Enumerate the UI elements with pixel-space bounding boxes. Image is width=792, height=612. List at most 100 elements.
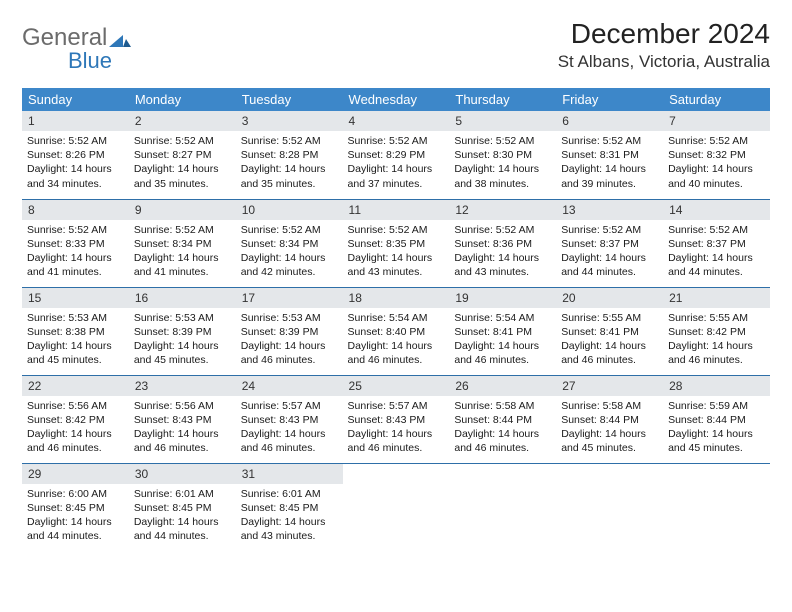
day-details: Sunrise: 5:52 AMSunset: 8:30 PMDaylight:… (449, 131, 556, 195)
day-details: Sunrise: 5:57 AMSunset: 8:43 PMDaylight:… (343, 396, 450, 460)
day-details: Sunrise: 5:52 AMSunset: 8:34 PMDaylight:… (129, 220, 236, 284)
calendar-cell: 29Sunrise: 6:00 AMSunset: 8:45 PMDayligh… (22, 463, 129, 551)
calendar-row: 15Sunrise: 5:53 AMSunset: 8:38 PMDayligh… (22, 287, 770, 375)
day-details: Sunrise: 5:58 AMSunset: 8:44 PMDaylight:… (449, 396, 556, 460)
calendar-cell: 9Sunrise: 5:52 AMSunset: 8:34 PMDaylight… (129, 199, 236, 287)
calendar-cell: 6Sunrise: 5:52 AMSunset: 8:31 PMDaylight… (556, 111, 663, 199)
day-number: 24 (236, 376, 343, 396)
day-details: Sunrise: 5:52 AMSunset: 8:36 PMDaylight:… (449, 220, 556, 284)
day-details: Sunrise: 5:52 AMSunset: 8:28 PMDaylight:… (236, 131, 343, 195)
day-details: Sunrise: 5:52 AMSunset: 8:37 PMDaylight:… (663, 220, 770, 284)
calendar-row: 22Sunrise: 5:56 AMSunset: 8:42 PMDayligh… (22, 375, 770, 463)
day-number: 30 (129, 464, 236, 484)
calendar-row: 8Sunrise: 5:52 AMSunset: 8:33 PMDaylight… (22, 199, 770, 287)
day-number: 13 (556, 200, 663, 220)
logo: GeneralBlue (22, 24, 133, 74)
weekday-header: Wednesday (343, 88, 450, 111)
weekday-header: Friday (556, 88, 663, 111)
calendar-cell: 10Sunrise: 5:52 AMSunset: 8:34 PMDayligh… (236, 199, 343, 287)
calendar-header-row: SundayMondayTuesdayWednesdayThursdayFrid… (22, 88, 770, 111)
day-details: Sunrise: 5:54 AMSunset: 8:40 PMDaylight:… (343, 308, 450, 372)
day-details: Sunrise: 6:00 AMSunset: 8:45 PMDaylight:… (22, 484, 129, 548)
calendar-cell (663, 463, 770, 551)
calendar-cell (343, 463, 450, 551)
day-details: Sunrise: 5:52 AMSunset: 8:31 PMDaylight:… (556, 131, 663, 195)
logo-mark-icon (109, 31, 133, 49)
day-number: 29 (22, 464, 129, 484)
day-details: Sunrise: 5:53 AMSunset: 8:39 PMDaylight:… (129, 308, 236, 372)
day-details: Sunrise: 5:56 AMSunset: 8:42 PMDaylight:… (22, 396, 129, 460)
day-details: Sunrise: 5:54 AMSunset: 8:41 PMDaylight:… (449, 308, 556, 372)
calendar-cell: 5Sunrise: 5:52 AMSunset: 8:30 PMDaylight… (449, 111, 556, 199)
day-number: 7 (663, 111, 770, 131)
calendar-row: 29Sunrise: 6:00 AMSunset: 8:45 PMDayligh… (22, 463, 770, 551)
calendar-table: SundayMondayTuesdayWednesdayThursdayFrid… (22, 88, 770, 551)
weekday-header: Sunday (22, 88, 129, 111)
calendar-cell: 22Sunrise: 5:56 AMSunset: 8:42 PMDayligh… (22, 375, 129, 463)
day-number: 26 (449, 376, 556, 396)
calendar-cell: 31Sunrise: 6:01 AMSunset: 8:45 PMDayligh… (236, 463, 343, 551)
day-number: 15 (22, 288, 129, 308)
calendar-cell: 24Sunrise: 5:57 AMSunset: 8:43 PMDayligh… (236, 375, 343, 463)
calendar-cell: 26Sunrise: 5:58 AMSunset: 8:44 PMDayligh… (449, 375, 556, 463)
day-details: Sunrise: 6:01 AMSunset: 8:45 PMDaylight:… (236, 484, 343, 548)
calendar-cell: 12Sunrise: 5:52 AMSunset: 8:36 PMDayligh… (449, 199, 556, 287)
day-number: 4 (343, 111, 450, 131)
calendar-cell: 20Sunrise: 5:55 AMSunset: 8:41 PMDayligh… (556, 287, 663, 375)
calendar-cell: 21Sunrise: 5:55 AMSunset: 8:42 PMDayligh… (663, 287, 770, 375)
calendar-cell: 17Sunrise: 5:53 AMSunset: 8:39 PMDayligh… (236, 287, 343, 375)
day-details: Sunrise: 5:52 AMSunset: 8:32 PMDaylight:… (663, 131, 770, 195)
calendar-cell: 28Sunrise: 5:59 AMSunset: 8:44 PMDayligh… (663, 375, 770, 463)
calendar-cell: 11Sunrise: 5:52 AMSunset: 8:35 PMDayligh… (343, 199, 450, 287)
day-details: Sunrise: 5:53 AMSunset: 8:39 PMDaylight:… (236, 308, 343, 372)
calendar-cell: 25Sunrise: 5:57 AMSunset: 8:43 PMDayligh… (343, 375, 450, 463)
day-number: 22 (22, 376, 129, 396)
calendar-cell: 14Sunrise: 5:52 AMSunset: 8:37 PMDayligh… (663, 199, 770, 287)
calendar-cell: 7Sunrise: 5:52 AMSunset: 8:32 PMDaylight… (663, 111, 770, 199)
calendar-cell: 19Sunrise: 5:54 AMSunset: 8:41 PMDayligh… (449, 287, 556, 375)
day-number: 19 (449, 288, 556, 308)
day-number: 2 (129, 111, 236, 131)
day-details: Sunrise: 5:52 AMSunset: 8:37 PMDaylight:… (556, 220, 663, 284)
day-number: 11 (343, 200, 450, 220)
weekday-header: Thursday (449, 88, 556, 111)
day-number: 27 (556, 376, 663, 396)
day-number: 3 (236, 111, 343, 131)
day-details: Sunrise: 5:57 AMSunset: 8:43 PMDaylight:… (236, 396, 343, 460)
calendar-cell: 15Sunrise: 5:53 AMSunset: 8:38 PMDayligh… (22, 287, 129, 375)
calendar-cell: 23Sunrise: 5:56 AMSunset: 8:43 PMDayligh… (129, 375, 236, 463)
calendar-cell: 27Sunrise: 5:58 AMSunset: 8:44 PMDayligh… (556, 375, 663, 463)
weekday-header: Tuesday (236, 88, 343, 111)
month-title: December 2024 (558, 18, 770, 50)
day-details: Sunrise: 5:52 AMSunset: 8:33 PMDaylight:… (22, 220, 129, 284)
day-number: 18 (343, 288, 450, 308)
day-number: 5 (449, 111, 556, 131)
day-number: 25 (343, 376, 450, 396)
day-number: 14 (663, 200, 770, 220)
day-number: 9 (129, 200, 236, 220)
calendar-cell: 3Sunrise: 5:52 AMSunset: 8:28 PMDaylight… (236, 111, 343, 199)
day-number: 23 (129, 376, 236, 396)
day-details: Sunrise: 6:01 AMSunset: 8:45 PMDaylight:… (129, 484, 236, 548)
day-details: Sunrise: 5:58 AMSunset: 8:44 PMDaylight:… (556, 396, 663, 460)
day-number: 21 (663, 288, 770, 308)
day-details: Sunrise: 5:55 AMSunset: 8:42 PMDaylight:… (663, 308, 770, 372)
day-number: 17 (236, 288, 343, 308)
calendar-cell: 2Sunrise: 5:52 AMSunset: 8:27 PMDaylight… (129, 111, 236, 199)
day-details: Sunrise: 5:52 AMSunset: 8:27 PMDaylight:… (129, 131, 236, 195)
calendar-cell: 16Sunrise: 5:53 AMSunset: 8:39 PMDayligh… (129, 287, 236, 375)
day-number: 16 (129, 288, 236, 308)
calendar-cell: 4Sunrise: 5:52 AMSunset: 8:29 PMDaylight… (343, 111, 450, 199)
calendar-cell (449, 463, 556, 551)
day-number: 28 (663, 376, 770, 396)
weekday-header: Saturday (663, 88, 770, 111)
day-details: Sunrise: 5:52 AMSunset: 8:34 PMDaylight:… (236, 220, 343, 284)
day-details: Sunrise: 5:56 AMSunset: 8:43 PMDaylight:… (129, 396, 236, 460)
day-number: 31 (236, 464, 343, 484)
page-header: GeneralBlue December 2024 St Albans, Vic… (22, 18, 770, 74)
day-details: Sunrise: 5:53 AMSunset: 8:38 PMDaylight:… (22, 308, 129, 372)
title-block: December 2024 St Albans, Victoria, Austr… (558, 18, 770, 72)
calendar-cell: 18Sunrise: 5:54 AMSunset: 8:40 PMDayligh… (343, 287, 450, 375)
day-details: Sunrise: 5:59 AMSunset: 8:44 PMDaylight:… (663, 396, 770, 460)
calendar-cell (556, 463, 663, 551)
